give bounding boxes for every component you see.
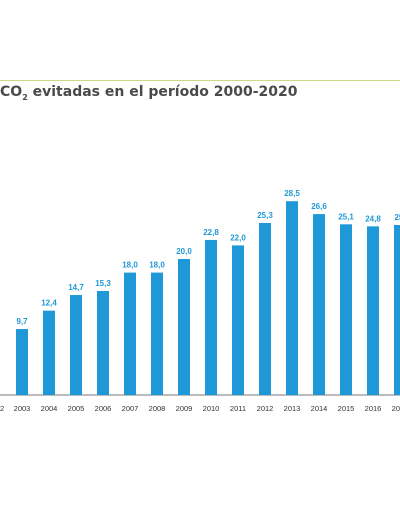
value-label-2009: 20,0 xyxy=(176,247,192,256)
bar-2013 xyxy=(286,201,298,395)
x-tick-label-2007: 2007 xyxy=(122,404,139,413)
x-tick-label-2011: 2011 xyxy=(230,404,246,413)
chart-title-subscript: 2 xyxy=(22,92,28,102)
value-label-2011: 22,0 xyxy=(230,233,246,242)
x-tick-label-2013: 2013 xyxy=(284,404,301,413)
value-label-2005: 14,7 xyxy=(68,283,84,292)
value-label-2003: 9,7 xyxy=(16,317,28,326)
x-tick-label-2005: 2005 xyxy=(68,404,85,413)
x-tick-label-2016: 2016 xyxy=(365,404,382,413)
x-tick-label-2009: 2009 xyxy=(176,404,193,413)
value-label-2010: 22,8 xyxy=(203,228,219,237)
x-tick-label-2017: 20 xyxy=(392,404,400,413)
bar-2016 xyxy=(367,226,379,395)
top-divider xyxy=(0,80,400,81)
x-tick-label-2015: 2015 xyxy=(338,404,355,413)
x-tick-label-2006: 2006 xyxy=(95,404,112,413)
bar-2014 xyxy=(313,214,325,395)
bar-2005 xyxy=(70,295,82,395)
value-label-2012: 25,3 xyxy=(257,211,273,220)
x-tick-label-2003: 2003 xyxy=(14,404,31,413)
x-tick-label-2002: 2 xyxy=(0,404,4,413)
x-tick-label-2008: 2008 xyxy=(149,404,166,413)
chart-title: CO2 evitadas en el período 2000-2020 xyxy=(0,84,400,104)
value-label-2015: 25,1 xyxy=(338,212,354,221)
value-label-2014: 26,6 xyxy=(311,202,327,211)
value-label-2008: 18,0 xyxy=(149,261,165,270)
x-tick-label-2012: 2012 xyxy=(257,404,274,413)
bar-2011 xyxy=(232,245,244,395)
value-label-2006: 15,3 xyxy=(95,279,111,288)
bar-2012 xyxy=(259,222,271,395)
value-label-2004: 12,4 xyxy=(41,299,57,308)
bar-2010 xyxy=(205,239,217,395)
value-label-2013: 28,5 xyxy=(284,189,300,198)
value-label-2007: 18,0 xyxy=(122,261,138,270)
bar-2006 xyxy=(97,290,109,395)
value-label-2017: 25, xyxy=(394,213,400,222)
x-tick-label-2014: 2014 xyxy=(311,404,328,413)
chart-title-suffix: evitadas en el período 2000-2020 xyxy=(27,84,298,100)
value-label-2016: 24,8 xyxy=(365,214,381,223)
x-tick-label-2010: 2010 xyxy=(203,404,220,413)
x-tick-label-2004: 2004 xyxy=(41,404,58,413)
chart-title-prefix: CO xyxy=(0,84,23,100)
bar-2017 xyxy=(394,225,400,395)
bar-2004 xyxy=(43,310,55,395)
bar-2008 xyxy=(151,272,163,395)
bar-2009 xyxy=(178,259,190,395)
bar-2003 xyxy=(16,329,28,395)
bar-2007 xyxy=(124,272,136,395)
bar-2015 xyxy=(340,224,352,395)
